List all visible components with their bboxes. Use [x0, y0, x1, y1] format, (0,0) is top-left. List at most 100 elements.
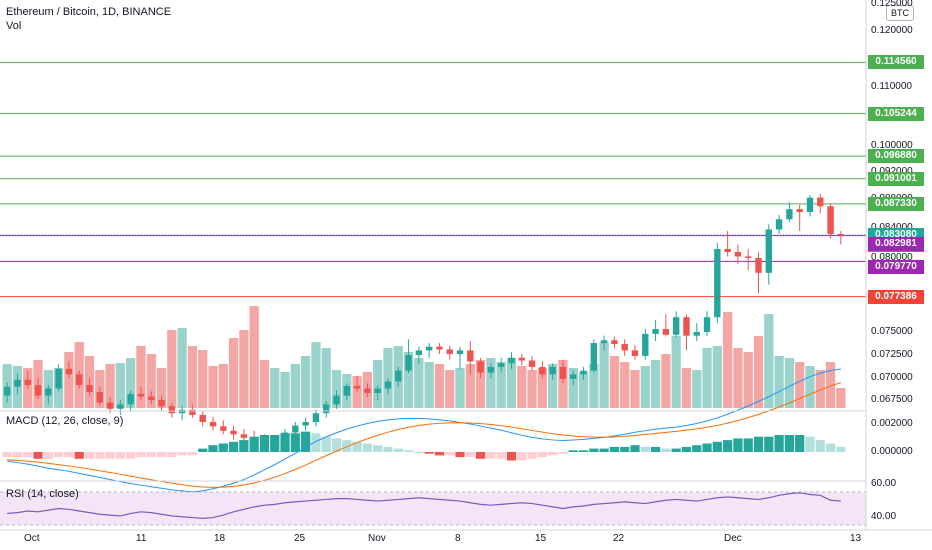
candle-body	[498, 363, 505, 367]
candle-body	[662, 329, 670, 335]
candle-body	[199, 414, 206, 422]
macd-histogram-bar	[167, 452, 177, 458]
macd-histogram-bar	[53, 452, 64, 458]
volume-bar	[167, 330, 177, 408]
time-axis-label: 13	[850, 533, 862, 544]
macd-histogram-bar	[228, 441, 239, 452]
volume-bar	[506, 358, 517, 408]
macd-histogram-bar	[681, 446, 692, 452]
macd-histogram-bar	[198, 448, 208, 452]
price-axis-label: 0.120000	[871, 25, 913, 36]
candle-body	[364, 388, 371, 393]
candle-body	[580, 370, 587, 375]
candlesticks	[3, 193, 845, 451]
volume-bar	[795, 362, 805, 408]
macd-histogram-bar	[753, 436, 764, 452]
macd-histogram-bar	[352, 441, 362, 452]
candle-body	[837, 234, 845, 235]
volume-bar	[290, 364, 300, 408]
candle-body	[477, 361, 484, 373]
macd-histogram-bar	[620, 446, 630, 452]
candle-body	[446, 349, 453, 355]
volume-bar	[733, 348, 743, 408]
candle-body	[436, 346, 443, 350]
price-axis-label: 0.080000	[871, 252, 913, 263]
macd-histogram-bar	[424, 452, 434, 454]
candle-body	[158, 400, 165, 407]
macd-histogram-bar	[393, 448, 403, 452]
price-axis-label: 0.067500	[871, 394, 913, 405]
time-axis-label: Dec	[724, 533, 742, 544]
candle-body	[312, 413, 320, 422]
chart-title: Ethereum / Bitcoin, 1D, BINANCE	[6, 6, 172, 18]
candle-body	[302, 422, 309, 426]
volume-bar	[115, 363, 125, 408]
candle-body	[220, 426, 227, 431]
volume-bar	[764, 314, 774, 408]
price-axis-label: 0.072500	[871, 349, 913, 360]
time-axis-label: 18	[214, 533, 226, 544]
candle-body	[45, 388, 52, 396]
rsi-band	[0, 492, 866, 525]
macd-histogram-bar	[578, 450, 589, 452]
macd-histogram-bar	[434, 452, 445, 456]
volume-bar	[815, 370, 825, 408]
currency-button[interactable]: BTC	[886, 5, 914, 21]
candle-body	[96, 392, 103, 403]
macd-histogram-bar	[280, 433, 290, 452]
macd-histogram-bar	[115, 452, 125, 459]
volume-bar	[218, 364, 228, 408]
volume-bar	[702, 348, 712, 408]
candle-body	[168, 406, 176, 414]
price-tag-label: 0.091001	[868, 171, 924, 186]
volume-bar	[156, 368, 167, 408]
volume-bar	[126, 358, 136, 408]
macd-histogram-bar	[815, 440, 825, 452]
macd-histogram-bar	[270, 435, 280, 452]
candle-body	[652, 329, 659, 334]
candle-body	[137, 393, 145, 397]
macd-histogram-bar	[95, 452, 105, 459]
macd-axis-label: 0.000000	[871, 446, 913, 457]
candle-body	[425, 346, 433, 351]
volume-bar	[259, 360, 270, 408]
macd-histogram-bar	[764, 436, 774, 452]
candle-body	[127, 393, 134, 405]
candle-body	[3, 386, 11, 396]
rsi-axis-label: 40.00	[871, 511, 897, 522]
macd-histogram-bar	[177, 452, 187, 456]
macd-histogram-bar	[527, 452, 537, 459]
time-axis-label: 25	[294, 533, 306, 544]
candle-body	[827, 206, 834, 234]
macd-histogram-bar	[733, 438, 743, 452]
volume-bar	[239, 330, 249, 408]
macd-histogram-bar	[136, 452, 146, 458]
candle-body	[806, 197, 814, 213]
volume-bar	[177, 328, 187, 408]
volume-bar	[208, 366, 218, 408]
macd-histogram-bar	[187, 452, 198, 456]
volume-bar	[671, 336, 681, 408]
macd-histogram-bar	[548, 452, 558, 456]
macd-histogram-bar	[383, 446, 393, 452]
candle-body	[672, 317, 680, 335]
volume-bar	[692, 370, 702, 408]
candle-body	[240, 434, 248, 438]
volume-bar	[568, 368, 578, 408]
macd-histogram-bar	[249, 436, 259, 452]
price-axis-label: 0.125000	[871, 0, 913, 9]
macd-histogram-bar	[825, 443, 836, 452]
volume-bar	[620, 362, 630, 408]
volume-bar	[136, 346, 146, 408]
price-tag-label: 0.082981	[868, 236, 924, 251]
volume-bar	[403, 352, 414, 408]
macd-histogram-bar	[743, 438, 753, 452]
candle-body	[734, 252, 742, 257]
volume-bar	[589, 364, 599, 408]
macd-histogram-bar	[2, 452, 12, 458]
macd-histogram-bar	[126, 452, 136, 459]
macd-histogram-bar	[64, 452, 74, 458]
volume-bar	[486, 358, 496, 408]
macd-histogram-bar	[208, 445, 218, 452]
